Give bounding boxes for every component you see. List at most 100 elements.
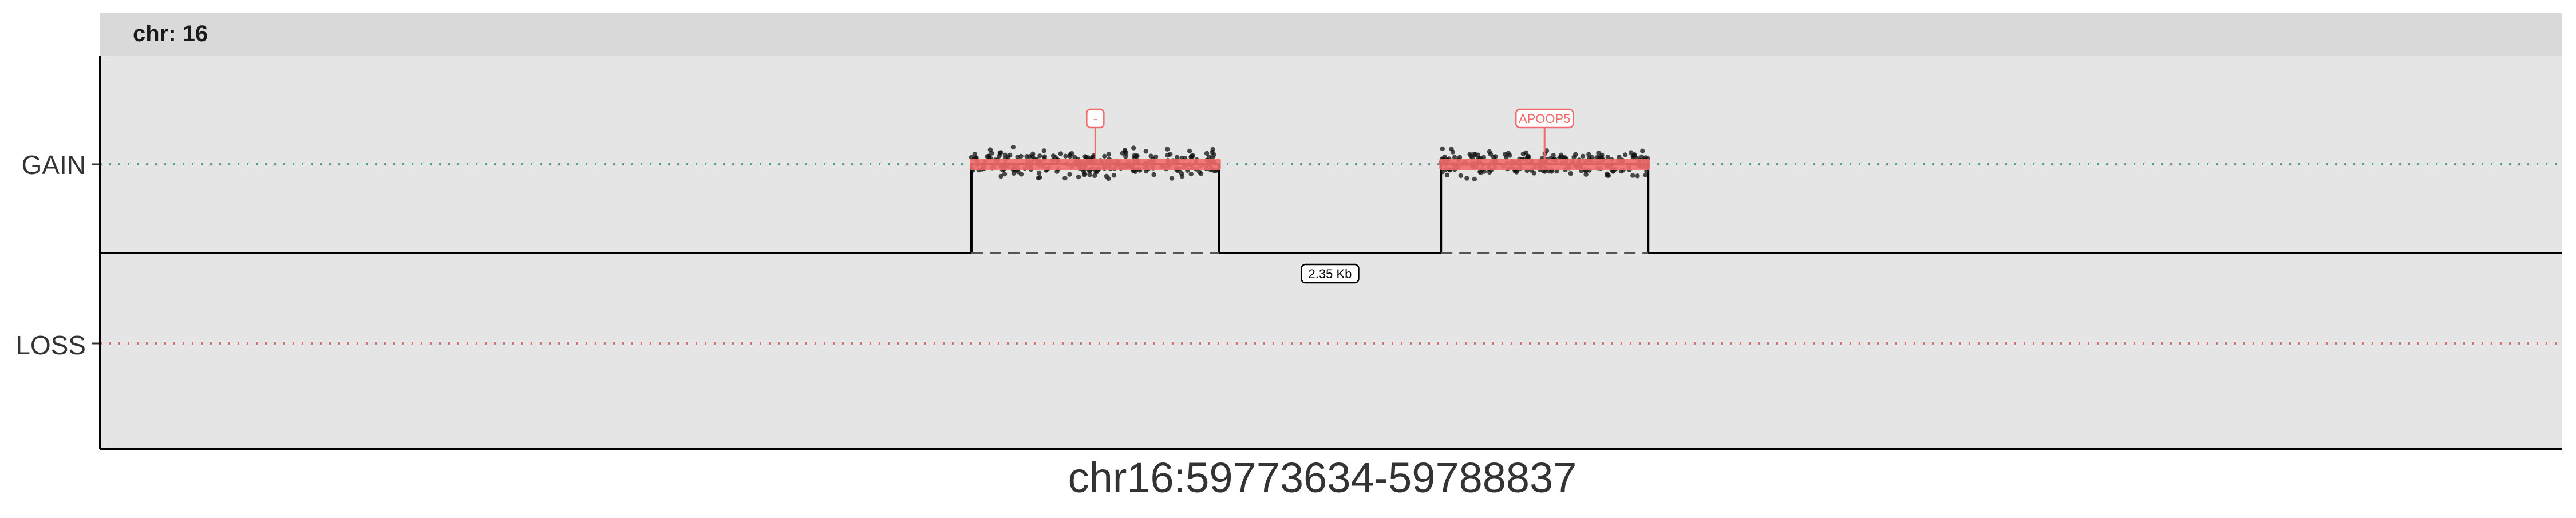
probe-point — [1011, 171, 1017, 176]
probe-point — [1458, 173, 1463, 179]
probe-point — [1568, 171, 1573, 176]
copy-number-trace — [100, 163, 2562, 254]
probe-point — [1204, 151, 1210, 156]
probe-point — [1580, 153, 1586, 159]
probe-point — [1643, 172, 1648, 177]
probe-point — [1076, 174, 1081, 180]
probe-point — [1583, 172, 1589, 177]
probe-point — [1062, 176, 1068, 181]
probe-point — [1623, 152, 1628, 157]
copy-number-step-line — [100, 163, 2562, 254]
probe-point — [1037, 153, 1042, 159]
cnv-label-box-1 — [1515, 108, 1574, 129]
probe-point — [1067, 172, 1072, 177]
probe-point — [1106, 152, 1112, 157]
probe-point — [1042, 154, 1048, 159]
probe-point — [1151, 172, 1156, 177]
probe-point — [1504, 155, 1509, 160]
probe-point — [1629, 150, 1634, 155]
probe-point — [1169, 176, 1175, 181]
probe-point — [1464, 176, 1469, 181]
probe-point — [1037, 175, 1042, 180]
probe-point — [1030, 154, 1036, 159]
probe-point — [1143, 149, 1149, 154]
gap-size-label-box — [1301, 263, 1360, 284]
probe-point — [1630, 173, 1635, 178]
probe-point — [1440, 146, 1445, 152]
probe-point — [1487, 169, 1492, 175]
probe-point — [987, 147, 993, 152]
probe-point — [1036, 170, 1042, 176]
cnv-segments — [969, 159, 1650, 170]
probe-point — [1188, 171, 1194, 177]
probe-point — [1189, 154, 1195, 160]
probe-point — [1102, 153, 1107, 159]
probe-point — [1457, 155, 1463, 160]
probe-point — [1131, 145, 1136, 151]
probe-point — [1087, 172, 1092, 177]
probe-point — [1018, 172, 1024, 177]
y-tick-label-loss: LOSS — [15, 330, 86, 360]
probe-point — [1082, 154, 1088, 159]
probe-point — [1082, 172, 1087, 177]
probe-point — [1472, 176, 1477, 182]
probe-point — [1586, 152, 1591, 157]
probe-point — [1523, 150, 1528, 156]
facet-strip-label: chr: 16 — [133, 21, 208, 46]
probe-point — [1018, 153, 1024, 159]
probe-point — [986, 154, 992, 159]
probe-point — [1573, 152, 1578, 157]
probe-point — [1175, 155, 1180, 160]
probe-point — [1187, 148, 1192, 153]
probe-point — [1506, 151, 1511, 156]
probe-point — [1002, 171, 1008, 177]
probe-point — [1092, 173, 1097, 179]
probe-point — [1106, 176, 1111, 181]
probe-point — [1164, 147, 1170, 152]
probe-point — [1449, 147, 1454, 152]
probe-point — [1596, 151, 1601, 156]
cnv-segment-bar-0 — [969, 159, 1221, 170]
probe-point — [1605, 173, 1610, 178]
probe-point — [1542, 169, 1547, 174]
probe-point — [1617, 155, 1622, 160]
probe-point — [998, 173, 1003, 179]
probe-point — [1068, 153, 1073, 159]
probe-point — [1179, 174, 1185, 179]
probe-point — [1635, 173, 1640, 179]
cnv-segment-bar-1 — [1439, 159, 1650, 170]
gap-size-label: 2.35 Kb — [1309, 267, 1352, 281]
probe-point — [1493, 154, 1498, 159]
probe-point — [972, 152, 978, 157]
probe-point — [1123, 154, 1128, 159]
probe-point — [1063, 153, 1068, 159]
probe-point — [997, 151, 1002, 156]
cnv-label-0: - — [1093, 112, 1097, 126]
probe-point — [1111, 173, 1117, 178]
probe-point — [1452, 155, 1457, 160]
facet-strip — [100, 13, 2562, 56]
probe-point — [1197, 169, 1202, 175]
probe-point — [1133, 153, 1139, 159]
probe-point — [1010, 144, 1016, 150]
y-tick-label-gain: GAIN — [22, 150, 86, 180]
cnv-label-box-0 — [1086, 108, 1105, 129]
probe-point — [1165, 153, 1170, 158]
probe-point — [1122, 148, 1128, 153]
probe-point — [1058, 151, 1064, 156]
probe-point — [1481, 169, 1487, 174]
probe-point — [1024, 154, 1029, 159]
probe-point — [1488, 152, 1494, 157]
cnv-labels: 2.35 Kb - APOOP5 — [1086, 108, 1574, 284]
probe-point — [1640, 148, 1645, 153]
probe-point — [1041, 148, 1046, 153]
probe-point — [1153, 154, 1159, 160]
probe-point — [1475, 152, 1481, 157]
cnv-label-1: APOOP5 — [1519, 112, 1570, 126]
probe-point — [1551, 153, 1556, 158]
x-axis-label: chr16:59773634-59788837 — [1068, 454, 1577, 501]
probe-point — [1444, 172, 1450, 177]
probe-point — [1631, 153, 1637, 159]
